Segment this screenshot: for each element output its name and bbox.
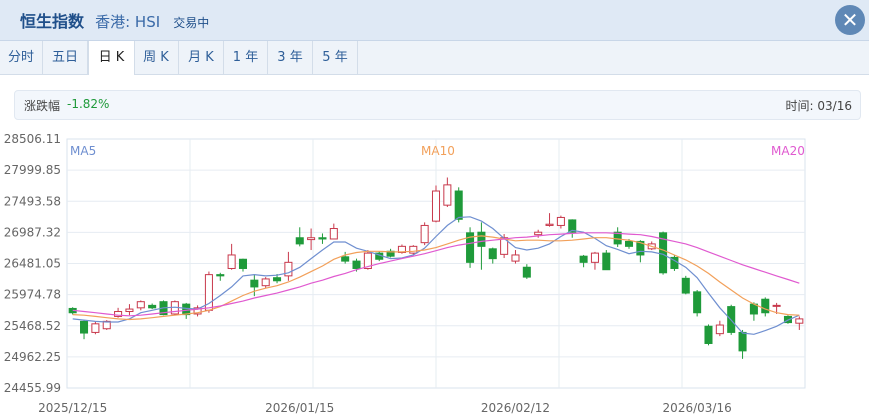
period-tabs: 分时 五日 日 K 周 K 月 K 1 年 3 年 5 年 <box>0 41 869 75</box>
candle-up <box>511 254 520 262</box>
y-tick-label: 27493.58 <box>4 194 61 208</box>
x-tick-label: 2025/12/15 <box>38 401 107 415</box>
tab-3-year[interactable]: 3 年 <box>268 41 313 74</box>
candle-down <box>624 240 634 247</box>
chart-title: 恒生指数 香港: HSI 交易中 <box>20 8 209 32</box>
candle-up <box>431 190 441 222</box>
candle-down <box>488 248 497 260</box>
y-tick-label: 24962.25 <box>4 350 61 364</box>
candle-down <box>386 250 395 257</box>
y-tick-label: 26987.32 <box>4 225 61 239</box>
candle-down <box>477 231 486 247</box>
tab-1-year[interactable]: 1 年 <box>224 41 268 74</box>
market-code: 香港: HSI <box>95 13 161 31</box>
candle-down <box>636 240 645 256</box>
close-button[interactable]: ✕ <box>835 5 865 35</box>
legend-ma20: MA20 <box>771 144 805 158</box>
grid-lines <box>67 139 805 388</box>
time-readout: 时间: 03/16 <box>786 97 852 114</box>
candle-up <box>91 323 100 333</box>
candle-up <box>284 261 293 277</box>
tab-weekly-k[interactable]: 周 K <box>134 41 179 74</box>
candle-down <box>681 277 690 294</box>
candle-down <box>318 237 327 240</box>
candle-up <box>556 216 565 226</box>
candle-down <box>466 232 475 263</box>
candle-up <box>363 252 372 269</box>
candle-down <box>693 291 702 314</box>
candle-up <box>772 304 781 307</box>
x-tick-label: 2026/01/15 <box>265 401 334 415</box>
chart-header: 恒生指数 香港: HSI 交易中 ✕ <box>0 0 869 41</box>
candle-down <box>352 260 361 269</box>
change-label: 涨跌幅 <box>24 99 61 113</box>
candle-up <box>409 245 418 254</box>
legend-ma5: MA5 <box>70 144 96 158</box>
candle-up <box>795 318 804 324</box>
candle-down <box>341 256 350 262</box>
candle-up <box>329 228 338 240</box>
x-tick-label: 2026/03/16 <box>663 401 732 415</box>
candle-down <box>148 304 157 309</box>
change-value: -1.82% <box>67 97 110 111</box>
candle-up <box>193 307 202 315</box>
candle-up <box>420 224 429 244</box>
candle-down <box>295 237 304 245</box>
candle-up <box>590 252 599 263</box>
y-tick-label: 27999.85 <box>4 163 61 177</box>
time-label: 时间: <box>785 99 814 113</box>
candle-up <box>102 320 111 330</box>
candle-up <box>227 254 236 269</box>
y-tick-label: 25468.52 <box>4 319 61 333</box>
ma10-line <box>72 235 800 321</box>
tab-monthly-k[interactable]: 月 K <box>179 41 224 74</box>
candle-down <box>568 219 577 233</box>
candle-down <box>182 303 191 316</box>
y-tick-label: 26481.05 <box>4 257 61 271</box>
candle-up <box>261 278 270 287</box>
candlestick-chart: 28506.11 27999.85 27493.58 26987.32 26481.05… <box>4 132 806 415</box>
legend-ma10: MA10 <box>421 144 455 158</box>
tab-5-year[interactable]: 5 年 <box>313 41 358 74</box>
ma20-line <box>72 232 800 317</box>
x-axis: 2025/12/15 2026/01/15 2026/02/12 2026/03/16 <box>38 401 732 415</box>
candle-down <box>454 190 463 220</box>
candle-down <box>522 266 531 278</box>
index-name: 恒生指数 <box>20 12 85 31</box>
tab-five-day[interactable]: 五日 <box>43 41 88 74</box>
tab-intraday[interactable]: 分时 <box>0 41 43 74</box>
trading-status: 交易中 <box>173 16 210 30</box>
time-value: 03/16 <box>817 99 852 113</box>
moving-average-lines <box>72 216 800 335</box>
y-tick-label: 28506.11 <box>4 132 61 146</box>
x-tick-label: 2026/02/12 <box>481 401 550 415</box>
candle-down <box>273 277 282 282</box>
ma5-line <box>72 216 800 335</box>
candle-down <box>216 274 225 277</box>
candle-up <box>534 231 543 236</box>
candle-down <box>80 320 89 334</box>
close-icon: ✕ <box>841 8 859 32</box>
candle-down <box>738 331 747 352</box>
candle-down <box>704 325 713 344</box>
candle-down <box>659 232 668 274</box>
candle-down <box>238 258 248 269</box>
candle-up <box>715 324 724 335</box>
candle-up <box>114 311 123 317</box>
y-axis: 28506.11 27999.85 27493.58 26987.32 26481.05… <box>4 132 61 395</box>
y-tick-label: 25974.78 <box>4 288 61 302</box>
candle-up <box>545 223 554 226</box>
candle-down <box>250 279 259 288</box>
y-tick-label: 24455.99 <box>4 381 61 395</box>
candle-up <box>136 301 145 309</box>
candle-down <box>579 255 588 263</box>
candle-up <box>443 184 452 206</box>
info-bar: 涨跌幅 -1.82% 时间: 03/16 <box>14 90 861 120</box>
candle-up <box>125 308 134 313</box>
candle-down <box>602 252 611 271</box>
tab-daily-k[interactable]: 日 K <box>88 41 135 75</box>
candle-down <box>761 298 770 314</box>
candle-up <box>307 237 316 241</box>
